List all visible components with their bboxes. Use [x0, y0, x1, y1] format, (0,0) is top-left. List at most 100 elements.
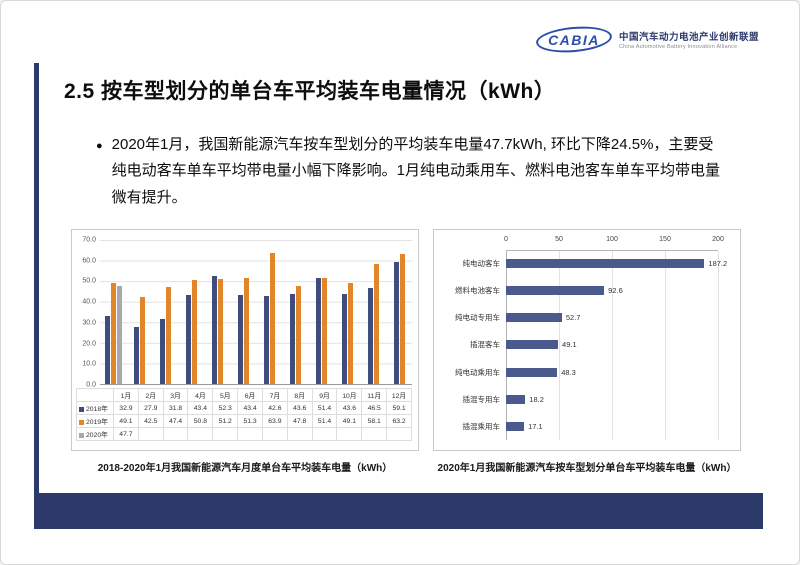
hbar-插混专用车	[506, 394, 526, 404]
series-legend-2020年: 2020年	[76, 427, 114, 441]
summary-text: 2020年1月，我国新能源汽车按车型划分的平均装车电量47.7kWh, 环比下降…	[111, 136, 721, 206]
gridline	[612, 251, 613, 440]
category-label: 插混客车	[470, 340, 500, 350]
value-cell: 43.6	[286, 401, 313, 415]
value-cell: 42.6	[261, 401, 288, 415]
bar-track: 187.2	[506, 259, 727, 269]
hbar-row-纯电动专用车: 纯电动专用车 52.7	[442, 306, 718, 330]
hbar-插混客车	[506, 340, 559, 350]
value-cell	[137, 427, 164, 441]
value-cell: 47.4	[162, 414, 189, 428]
bar-group-3月	[152, 240, 178, 384]
bar-group-10月	[334, 240, 360, 384]
bar-group-5月	[204, 240, 230, 384]
month-header-cell: 3月	[162, 388, 189, 402]
value-cell: 31.8	[162, 401, 189, 415]
value-cell: 47.8	[286, 414, 313, 428]
bar-track: 17.1	[506, 421, 718, 431]
table-header-row: 1月 2月 3月 4月 5月 6月 7月 8月 9月 10月 11月 12月	[76, 388, 412, 402]
bar-2018年-3月	[159, 318, 165, 384]
value-cell	[286, 427, 313, 441]
value-cell: 47.7	[113, 427, 139, 441]
gridline	[718, 251, 719, 440]
bar-group-11月	[360, 240, 386, 384]
value-cell: 50.8	[187, 414, 214, 428]
value-cell: 63.9	[261, 414, 288, 428]
value-label: 48.3	[561, 367, 576, 377]
value-cell: 43.4	[237, 401, 263, 415]
bar-2019年-4月	[191, 279, 197, 384]
hbar-纯电动乘用车	[506, 367, 558, 377]
hbar-row-纯电动客车: 纯电动客车 187.2	[442, 252, 727, 276]
value-label: 18.2	[529, 394, 544, 404]
bar-2019年-8月	[295, 285, 301, 384]
bytype-chart-column: 0 50 100 150 200 纯电动客车 187.2 燃料电池客车 92.6 纯电动专用车 5…	[433, 229, 741, 474]
value-label: 17.1	[528, 421, 543, 431]
month-header-cell: 4月	[187, 388, 214, 402]
x-tick-label: 150	[659, 236, 671, 243]
month-header-cell: 6月	[237, 388, 263, 402]
bar-group-12月	[386, 240, 412, 384]
bytype-rows: 纯电动客车 187.2 燃料电池客车 92.6 纯电动专用车 52.7 插混客车 49.1 纯电…	[442, 250, 727, 440]
bar-2019年-9月	[321, 278, 327, 384]
monthly-plot	[100, 240, 412, 385]
bar-2019年-6月	[243, 278, 249, 384]
y-tick-label: 40.0	[82, 298, 96, 306]
bar-2020年-1月	[116, 285, 122, 384]
monthly-chart-column: 70.0 60.0 50.0 40.0 30.0 20.0 10.0 0.0 1月 2月 3月 4月…	[71, 229, 419, 474]
x-tick-label: 50	[555, 236, 563, 243]
y-tick-label: 50.0	[82, 277, 96, 285]
value-cell: 43.6	[336, 401, 363, 415]
value-cell	[361, 427, 388, 441]
hbar-row-插混客车: 插混客车 49.1	[442, 333, 718, 357]
bar-2019年-3月	[165, 286, 171, 384]
value-label: 187.2	[708, 259, 728, 269]
month-header-cell: 8月	[286, 388, 313, 402]
monthly-data-table: 1月 2月 3月 4月 5月 6月 7月 8月 9月 10月 11月 12月 2018年 32.9 27.9…	[76, 388, 412, 441]
bar-2018年-11月	[367, 288, 373, 384]
month-header-cell: 5月	[212, 388, 239, 402]
category-label: 纯电动专用车	[455, 313, 500, 323]
value-cell: 51.2	[212, 414, 239, 428]
bar-track: 18.2	[506, 394, 718, 404]
bar-2018年-10月	[341, 294, 347, 384]
monthly-chart-caption: 2018-2020年1月我国新能源汽车月度单台车平均装车电量（kWh）	[97, 463, 393, 474]
y-tick-label: 60.0	[82, 257, 96, 265]
month-header-cell: 7月	[261, 388, 288, 402]
org-name-cn: 中国汽车动力电池产业创新联盟	[618, 32, 759, 43]
bar-group-8月	[282, 240, 308, 384]
value-cell	[311, 427, 338, 441]
month-header-cell: 9月	[311, 388, 338, 402]
value-cell	[261, 427, 288, 441]
hbar-插混乘用车	[506, 421, 525, 431]
bar-group-1月	[100, 240, 126, 384]
x-tick-label: 200	[712, 236, 724, 243]
bar-2018年-12月	[393, 262, 399, 384]
y-tick-label: 10.0	[82, 360, 96, 368]
bytype-chart-panel: 0 50 100 150 200 纯电动客车 187.2 燃料电池客车 92.6 纯电动专用车 5…	[433, 229, 741, 451]
value-label: 92.6	[608, 286, 623, 296]
value-cell: 27.9	[137, 401, 164, 415]
bar-2018年-9月	[315, 278, 321, 384]
value-cell	[162, 427, 189, 441]
bar-2018年-2月	[133, 326, 139, 384]
monthly-y-axis: 70.0 60.0 50.0 40.0 30.0 20.0 10.0 0.0	[76, 237, 100, 389]
legend-swatch-icon	[79, 406, 84, 412]
category-label: 纯电动客车	[462, 259, 501, 269]
value-cell: 58.1	[361, 414, 388, 428]
hbar-row-纯电动乘用车: 纯电动乘用车 48.3	[442, 360, 718, 384]
bar-group-2月	[126, 240, 152, 384]
bytype-chart-caption: 2020年1月我国新能源汽车按车型划分单台车平均装车电量（kWh）	[437, 463, 737, 474]
value-cell	[212, 427, 239, 441]
bar-2019年-2月	[139, 296, 145, 384]
bar-2018年-5月	[211, 276, 217, 384]
legend-swatch-icon	[79, 432, 84, 438]
bullet-icon: ●	[96, 140, 103, 152]
category-label: 插混专用车	[462, 394, 501, 404]
gridline	[665, 251, 666, 440]
left-accent-bar	[34, 63, 39, 529]
value-cell	[386, 427, 412, 441]
value-cell: 52.3	[212, 401, 239, 415]
hbar-row-燃料电池客车: 燃料电池客车 92.6	[442, 279, 718, 303]
bar-track: 48.3	[506, 367, 718, 377]
